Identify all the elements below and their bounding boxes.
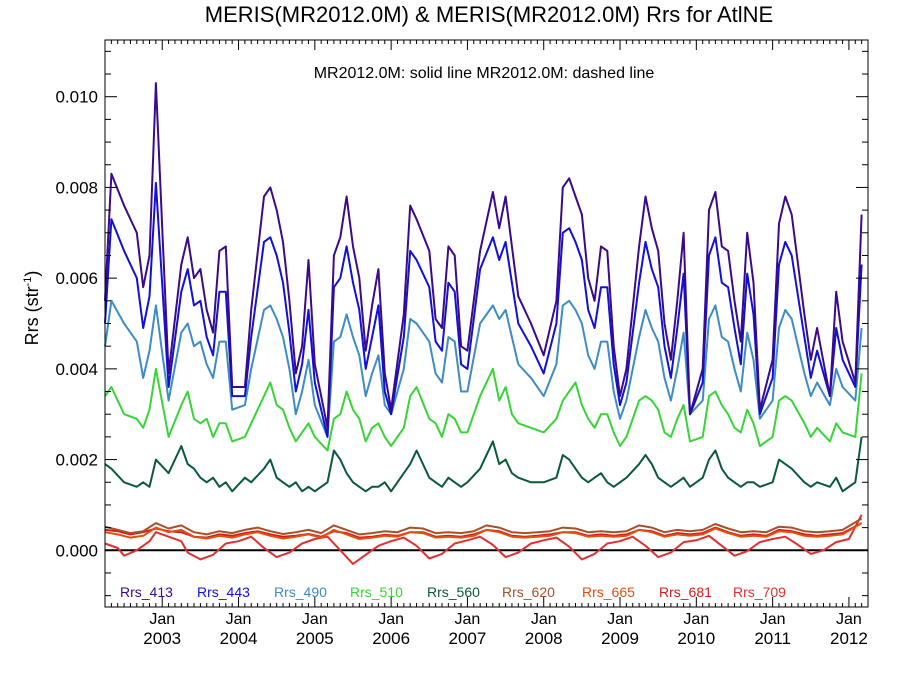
legend-entry-rrs-560: Rrs_560 [427, 584, 480, 600]
y-axis-label-superscript: -1 [22, 277, 34, 287]
legend-entry-rrs-490: Rrs_490 [274, 584, 327, 600]
x-tick-label-year: 2011 [754, 629, 791, 648]
y-axis-label: Rrs (str-1) [22, 271, 42, 346]
series-line-rrs-560 [104, 436, 863, 493]
series-line-rrs-443 [104, 181, 863, 438]
y-tick-label: 0.002 [55, 451, 98, 470]
series-line-rrs-620 [104, 517, 863, 536]
x-tick-label-year: 2008 [525, 629, 563, 648]
line-style-annotation: MR2012.0M: solid line MR2012.0M: dashed … [314, 65, 655, 82]
x-tick-label-year: 2005 [296, 629, 334, 648]
x-tick-label-month: Jan [302, 611, 328, 628]
series-line-rrs-413 [104, 82, 863, 429]
y-tick-label: 0.004 [55, 360, 98, 379]
legend-entry-rrs-709: Rrs_709 [733, 584, 786, 600]
series-line-rrs-665 [104, 522, 863, 540]
legend-entry-rrs-620: Rrs_620 [502, 584, 555, 600]
x-axis: Jan2003Jan2004Jan2005Jan2006Jan2007Jan20… [104, 40, 869, 648]
x-tick-label-year: 2010 [677, 629, 715, 648]
y-tick-label: 0.006 [55, 269, 98, 288]
x-tick-label-year: 2003 [143, 629, 181, 648]
y-axis: 0.000 0.002 0.004 0.006 0.008 0.010 [55, 50, 868, 597]
svg-text:Rrs (str-1): Rrs (str-1) [22, 271, 42, 346]
x-tick-label-month: Jan [607, 611, 633, 628]
y-tick-label: 0.010 [55, 88, 98, 107]
legend-entry-rrs-413: Rrs_413 [120, 584, 173, 600]
x-tick-label-year: 2012 [830, 629, 868, 648]
plot-area [104, 82, 868, 565]
legend-entry-rrs-443: Rrs_443 [197, 584, 250, 600]
legend: Rrs_413 Rrs_443 Rrs_490 Rrs_510 Rrs_560 Rrs_6… [120, 584, 786, 600]
x-tick-label-year: 2007 [449, 629, 487, 648]
y-tick-label: 0.000 [55, 541, 98, 560]
x-tick-label-year: 2009 [601, 629, 639, 648]
x-tick-label-month: Jan [378, 611, 404, 628]
x-tick-label-month: Jan [226, 611, 252, 628]
legend-entry-rrs-665: Rrs_665 [582, 584, 635, 600]
x-tick-label-month: Jan [683, 611, 709, 628]
legend-entry-rrs-510: Rrs_510 [350, 584, 403, 600]
x-tick-label-month: Jan [760, 611, 786, 628]
y-axis-label-close: ) [22, 271, 42, 277]
series-line-rrs-510 [104, 367, 863, 452]
x-tick-label-month: Jan [149, 611, 175, 628]
series-line-rrs-709 [104, 514, 863, 565]
y-axis-label-base: Rrs (str [22, 286, 42, 345]
x-tick-label-year: 2004 [220, 629, 258, 648]
chart-title: MERIS(MR2012.0M) & MERIS(MR2012.0M) Rrs … [205, 2, 773, 27]
x-tick-label-month: Jan [455, 611, 481, 628]
legend-entry-rrs-681: Rrs_681 [659, 584, 712, 600]
x-tick-label-year: 2006 [372, 629, 410, 648]
x-tick-label-month: Jan [836, 611, 862, 628]
x-tick-label-month: Jan [531, 611, 557, 628]
plot-frame [104, 39, 869, 608]
series-line-rrs-490 [104, 299, 863, 438]
y-tick-label: 0.008 [55, 178, 98, 197]
